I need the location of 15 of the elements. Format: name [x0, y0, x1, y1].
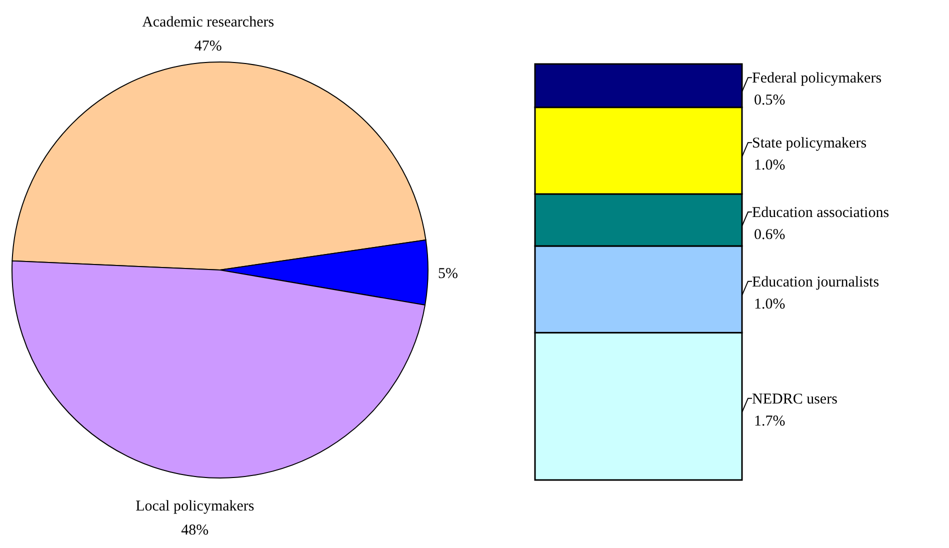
data-label: 1.0% — [754, 296, 786, 312]
data-label: 0.6% — [754, 227, 786, 243]
series-label: Education journalists — [752, 274, 880, 290]
data-label: 1.0% — [754, 158, 786, 174]
series-label: NEDRC users — [752, 391, 838, 408]
series-label: Federal policymakers — [752, 70, 882, 87]
data-label: 48% — [181, 522, 209, 539]
slice-label: Local policymakers — [136, 498, 254, 515]
series-label: Education associations — [752, 205, 890, 221]
data-label: 1.7% — [754, 413, 786, 430]
series-label: State policymakers — [752, 136, 867, 152]
data-label: 47% — [194, 38, 222, 54]
data-label: 5% — [438, 266, 458, 282]
slice-label: Academic researchers — [142, 14, 274, 30]
data-label: 0.5% — [754, 92, 786, 109]
